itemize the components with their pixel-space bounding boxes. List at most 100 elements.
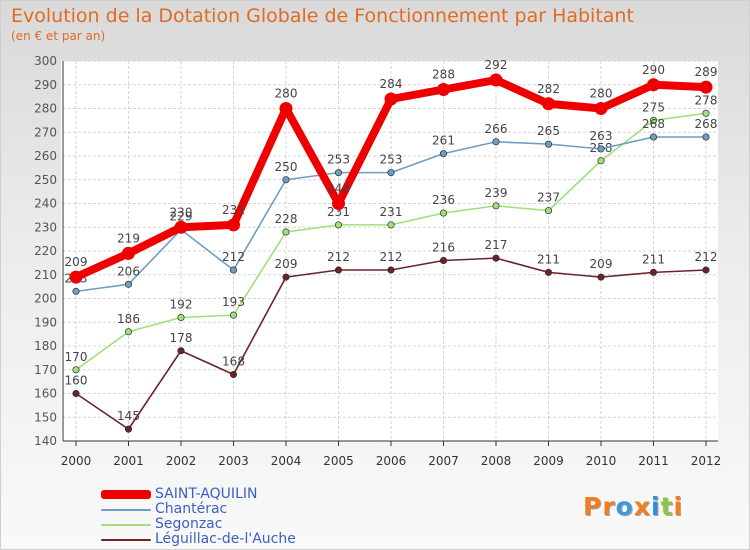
data-label-chanterac: 212 <box>222 250 245 264</box>
y-tick-label: 140 <box>34 434 57 448</box>
x-tick-label: 2002 <box>166 454 197 468</box>
data-label-saint-aquilin: 289 <box>695 65 718 79</box>
legend-item-saint-aquilin: SAINT-AQUILIN <box>101 487 296 502</box>
logo-letter: i <box>673 492 684 521</box>
data-label-leguillac-de-l-auche: 178 <box>170 331 193 345</box>
legend-label-leguillac: Léguillac-de-l'Auche <box>155 531 296 547</box>
point-leguillac-de-l-auche <box>124 425 133 433</box>
point-segonzac <box>72 366 80 374</box>
legend-item-chanterac: Chantérac <box>101 502 296 517</box>
point-saint-aquilin <box>699 80 713 94</box>
point-segonzac <box>702 109 710 117</box>
data-label-leguillac-de-l-auche: 168 <box>222 355 245 369</box>
y-tick-label: 200 <box>34 292 57 306</box>
point-saint-aquilin <box>279 102 293 115</box>
data-label-leguillac-de-l-auche: 209 <box>275 257 298 271</box>
x-tick-label: 2010 <box>586 454 617 468</box>
point-saint-aquilin <box>227 218 240 232</box>
data-label-leguillac-de-l-auche: 160 <box>65 374 88 388</box>
point-saint-aquilin <box>332 197 345 210</box>
legend-swatch-leguillac <box>101 538 151 541</box>
point-chanterac <box>387 169 395 177</box>
data-label-saint-aquilin: 280 <box>275 87 298 101</box>
data-label-chanterac: 253 <box>380 153 403 167</box>
data-label-leguillac-de-l-auche: 216 <box>432 241 455 255</box>
y-tick-label: 210 <box>34 268 57 282</box>
data-label-chanterac: 263 <box>590 129 613 143</box>
data-label-segonzac: 231 <box>327 205 350 219</box>
x-tick-label: 2008 <box>481 454 512 468</box>
data-label-leguillac-de-l-auche: 211 <box>537 252 560 266</box>
point-saint-aquilin <box>437 83 450 96</box>
data-label-leguillac-de-l-auche: 145 <box>117 409 140 423</box>
x-tick-label: 2007 <box>428 454 459 468</box>
point-segonzac <box>597 157 605 165</box>
proxiti-logo: Proxiti <box>583 492 683 521</box>
point-saint-aquilin <box>489 73 503 87</box>
data-label-segonzac: 170 <box>65 350 88 364</box>
data-label-segonzac: 193 <box>222 295 245 309</box>
data-label-leguillac-de-l-auche: 212 <box>327 250 350 264</box>
point-leguillac-de-l-auche <box>649 268 658 276</box>
data-label-segonzac: 231 <box>380 205 403 219</box>
data-label-saint-aquilin: 219 <box>117 231 140 245</box>
point-segonzac <box>282 228 290 236</box>
x-tick-label: 2012 <box>691 454 722 468</box>
point-chanterac <box>282 176 290 184</box>
point-chanterac <box>544 140 553 148</box>
point-segonzac <box>439 209 448 217</box>
point-leguillac-de-l-auche <box>544 268 553 276</box>
point-leguillac-de-l-auche <box>334 266 343 274</box>
y-tick-label: 160 <box>34 387 57 401</box>
point-chanterac <box>702 133 710 141</box>
legend-label-segonzac: Segonzac <box>155 516 223 532</box>
logo-letter: r <box>602 492 616 521</box>
legend-swatch-segonzac <box>101 523 151 526</box>
x-tick-label: 2005 <box>323 454 354 468</box>
data-label-chanterac: 229 <box>170 210 193 224</box>
y-tick-label: 220 <box>34 244 57 258</box>
y-tick-label: 170 <box>34 363 57 377</box>
data-label-leguillac-de-l-auche: 217 <box>485 238 508 252</box>
legend-swatch-saint-aquilin <box>101 490 151 499</box>
point-segonzac <box>229 311 238 319</box>
point-chanterac <box>229 266 238 274</box>
x-tick-label: 2004 <box>271 454 302 468</box>
x-tick-label: 2009 <box>533 454 564 468</box>
point-saint-aquilin <box>542 97 555 111</box>
data-label-leguillac-de-l-auche: 212 <box>380 250 403 264</box>
point-chanterac <box>649 133 658 141</box>
data-label-chanterac: 261 <box>432 134 455 148</box>
y-tick-label: 300 <box>34 54 57 68</box>
data-label-leguillac-de-l-auche: 212 <box>695 250 718 264</box>
legend-swatch-chanterac <box>101 508 151 511</box>
point-leguillac-de-l-auche <box>597 273 605 281</box>
data-label-chanterac: 206 <box>117 264 140 278</box>
data-label-segonzac: 236 <box>432 193 455 207</box>
data-label-segonzac: 192 <box>170 298 193 312</box>
point-chanterac <box>72 287 80 295</box>
data-label-segonzac: 239 <box>485 186 508 200</box>
point-chanterac <box>597 145 605 153</box>
y-tick-label: 190 <box>34 315 57 329</box>
point-segonzac <box>492 202 500 210</box>
data-label-saint-aquilin: 282 <box>537 82 560 96</box>
point-segonzac <box>177 313 185 322</box>
y-tick-label: 280 <box>34 102 57 116</box>
point-leguillac-de-l-auche <box>72 389 80 398</box>
data-label-saint-aquilin: 240 <box>327 182 350 196</box>
data-label-saint-aquilin: 288 <box>432 68 455 82</box>
point-chanterac <box>124 280 133 288</box>
y-tick-label: 230 <box>34 220 57 234</box>
chart-subtitle: (en € et par an) <box>11 29 106 43</box>
legend-label-chanterac: Chantérac <box>155 501 228 517</box>
logo-letter: t <box>660 492 674 521</box>
y-tick-label: 240 <box>34 197 57 211</box>
data-label-leguillac-de-l-auche: 211 <box>642 252 665 266</box>
point-segonzac <box>544 207 553 215</box>
point-saint-aquilin <box>384 92 398 106</box>
point-leguillac-de-l-auche <box>702 266 710 274</box>
point-leguillac-de-l-auche <box>229 370 238 379</box>
